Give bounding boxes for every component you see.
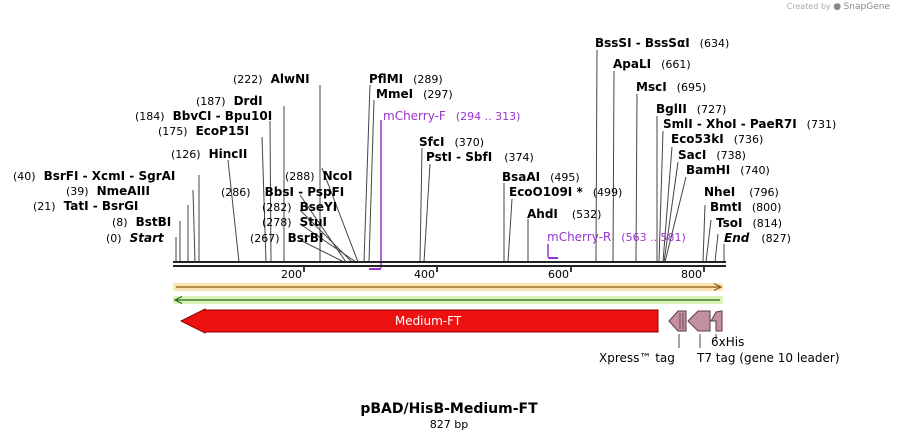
connector-bsrbi (299, 239, 345, 263)
connector-stui (299, 223, 357, 263)
connector-smli (658, 130, 664, 263)
site-hincii[interactable]: (126) HincII (171, 147, 247, 161)
feature-t7-tag-arrow[interactable] (687, 310, 711, 332)
connector-nhei (702, 204, 706, 263)
site-nmeaiii[interactable]: (39) NmeAIII (66, 184, 150, 198)
tick-label-200: 200 (281, 268, 302, 281)
feature-6xhis-arrow[interactable] (710, 310, 723, 332)
site-bmti[interactable]: BmtI (800) (710, 200, 781, 214)
connector-bmti (705, 219, 712, 263)
site-psti-sbfi[interactable]: PstI - SbfI (374) (426, 150, 534, 164)
site-bbvci-bpu10i[interactable]: (184) BbvCI - Bpu10I (135, 109, 272, 123)
plasmid-length: 827 bp (429, 418, 469, 431)
connector-bbvci (269, 120, 272, 263)
site-sfci[interactable]: SfcI (370) (419, 135, 484, 149)
site-bbsi-pspfi[interactable]: (286) BbsI - PspFI (221, 185, 344, 199)
site-bstbi[interactable]: (8) BstBI (112, 215, 171, 229)
site-start[interactable]: (0) Start (106, 231, 165, 245)
primer-mcherry-r-label[interactable]: mCherry-R (563 .. 581) (547, 230, 686, 244)
feature-xpress-tag-arrow[interactable] (668, 310, 687, 332)
site-bsrfi-xcmi-sgrai[interactable]: (40) BsrFI - XcmI - SgrAI (13, 169, 175, 183)
site-saci[interactable]: SacI (738) (678, 148, 746, 162)
connector-ecoo109i (507, 198, 513, 263)
connector-apali (612, 70, 615, 263)
tick-label-400: 400 (414, 268, 435, 281)
tick-label-800: 800 (681, 268, 702, 281)
site-mmei[interactable]: MmeI (297) (376, 87, 453, 101)
site-tsoi[interactable]: TsoI (814) (716, 216, 782, 230)
connector-pflmi (363, 84, 371, 263)
site-bglii[interactable]: BglII (727) (656, 102, 726, 116)
connector-msci (635, 93, 638, 263)
connector-eco53ki (662, 146, 673, 263)
site-connectors (175, 49, 725, 263)
credit-prefix: Created by (786, 2, 831, 11)
feature-6xhis-label: 6xHis (711, 335, 744, 349)
connector-saci (663, 161, 679, 263)
backbone (173, 261, 726, 267)
backbone-top-strand (173, 261, 726, 263)
site-ecoo109i[interactable]: EcoO109I * (499) (509, 185, 622, 199)
primer-mcherry-f-label[interactable]: mCherry-F (294 .. 313) (383, 109, 520, 123)
site-pflmi[interactable]: PflMI (289) (369, 72, 443, 86)
feature-xpress-hatch (679, 313, 684, 329)
site-ecop15i[interactable]: (175) EcoP15I (158, 124, 249, 138)
green-strand-arrow[interactable] (173, 295, 720, 305)
feature-t7-tag-label: T7 tag (gene 10 leader) (696, 351, 840, 365)
credit-brand: SnapGene (843, 2, 890, 12)
site-bseyi[interactable]: (282) BseYI (262, 200, 337, 214)
site-eco53ki[interactable]: Eco53kI (736) (671, 132, 763, 146)
site-alwni[interactable]: (222) AlwNI (233, 72, 310, 86)
site-msci[interactable]: MscI (695) (636, 80, 706, 94)
site-bsaai[interactable]: BsaAI (495) (502, 170, 580, 184)
snapgene-logo-icon: ● (833, 2, 842, 12)
connector-sfci (419, 147, 423, 263)
tick-label-600: 600 (548, 268, 569, 281)
site-bsrbi[interactable]: (267) BsrBI (250, 231, 323, 245)
orange-strand-arrow[interactable] (176, 282, 723, 292)
connector-bsssi (595, 49, 598, 263)
site-ncoi[interactable]: (288) NcoI (285, 169, 352, 183)
site-bamhi[interactable]: BamHI (740) (686, 163, 770, 177)
ruler: 200 400 600 800 (281, 267, 705, 281)
site-bsssi[interactable]: BssSI - BssSαI (634) (595, 36, 729, 50)
backbone-bottom-strand (173, 265, 726, 267)
plasmid-name: pBAD/HisB-Medium-FT (360, 401, 538, 417)
connector-hincii (227, 159, 240, 263)
primers: mCherry-F (294 .. 313) mCherry-R (563 .. 5… (369, 109, 686, 270)
connector-bamhi (664, 176, 687, 263)
feature-medium-ft-label: Medium-FT (395, 314, 462, 328)
site-apali[interactable]: ApaLI (661) (613, 57, 691, 71)
feature-medium-ft-arrow[interactable] (179, 308, 659, 334)
site-tati-bsrgi[interactable]: (21) TatI - BsrGI (33, 199, 138, 213)
connector-ncoi (321, 167, 359, 263)
site-end[interactable]: End (827) (724, 231, 791, 245)
strand-arrows (173, 282, 723, 305)
connector-tsoi (714, 233, 719, 263)
site-smli-xhoi-paer7i[interactable]: SmlI - XhoI - PaeR7I (731) (663, 117, 836, 131)
site-nhei[interactable]: NheI (796) (704, 185, 779, 199)
connector-psti (423, 163, 431, 263)
features: Medium-FT 6xHis Xpress™ tag T7 tag (gene… (179, 308, 840, 365)
connector-mmei (368, 99, 375, 263)
connector-bbsi (299, 194, 347, 263)
site-ahdi[interactable]: AhdI (532) (527, 207, 601, 221)
site-drdi[interactable]: (187) DrdI (196, 94, 263, 108)
snapgene-credit: Created by ● SnapGene (787, 2, 890, 12)
site-labels: (0) Start (8) BstBI (21) TatI - BsrGI (39) N… (13, 36, 836, 245)
connector-nmeaiii (192, 189, 196, 263)
connector-ecop15i (261, 136, 267, 263)
site-stui[interactable]: (278) StuI (262, 215, 327, 229)
feature-xpress-tag-label: Xpress™ tag (599, 351, 675, 365)
